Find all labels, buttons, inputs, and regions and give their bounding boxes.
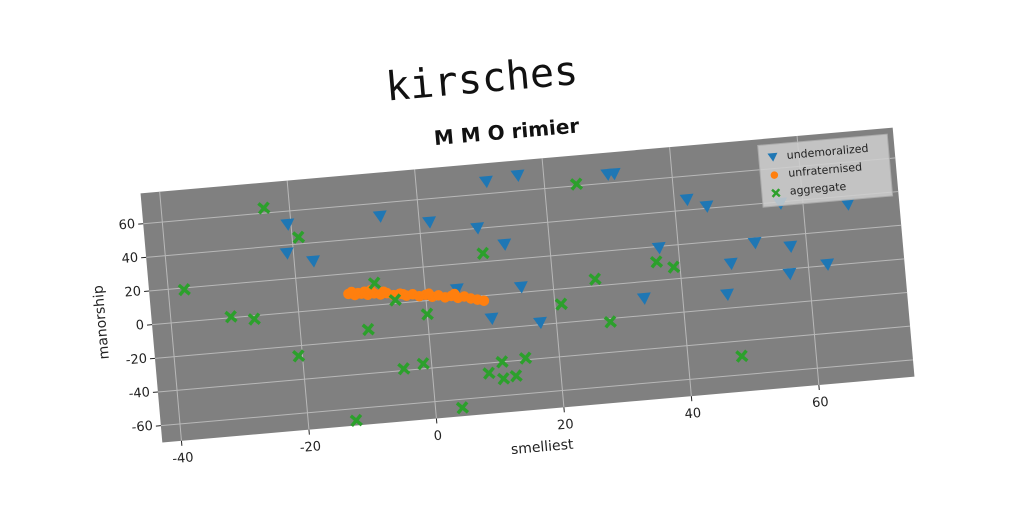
x-axis-label: smelliest xyxy=(510,437,574,458)
x-tick-label: 60 xyxy=(812,395,830,411)
y-tick-label: 60 xyxy=(118,217,136,233)
y-tick-label: 20 xyxy=(124,284,142,300)
y-tick-label: -60 xyxy=(131,419,153,436)
y-axis-label: manorship xyxy=(90,284,112,360)
y-tick-label: -40 xyxy=(128,385,150,402)
chart-subtitle: M M O rimier xyxy=(433,113,580,150)
x-tick-label: -20 xyxy=(299,439,321,456)
rotated-figure: kirsches M M O rimier smelliest manorshi… xyxy=(73,21,918,493)
x-tick-label: -40 xyxy=(172,450,194,467)
x-tick-label: 20 xyxy=(557,417,575,433)
y-tick-label: -20 xyxy=(125,352,147,369)
x-tick-label: 0 xyxy=(433,429,443,445)
x-tick-label: 40 xyxy=(684,406,702,422)
chart-title: kirsches xyxy=(384,48,580,111)
y-tick-label: 0 xyxy=(135,318,145,334)
y-tick-label: 40 xyxy=(121,251,139,267)
